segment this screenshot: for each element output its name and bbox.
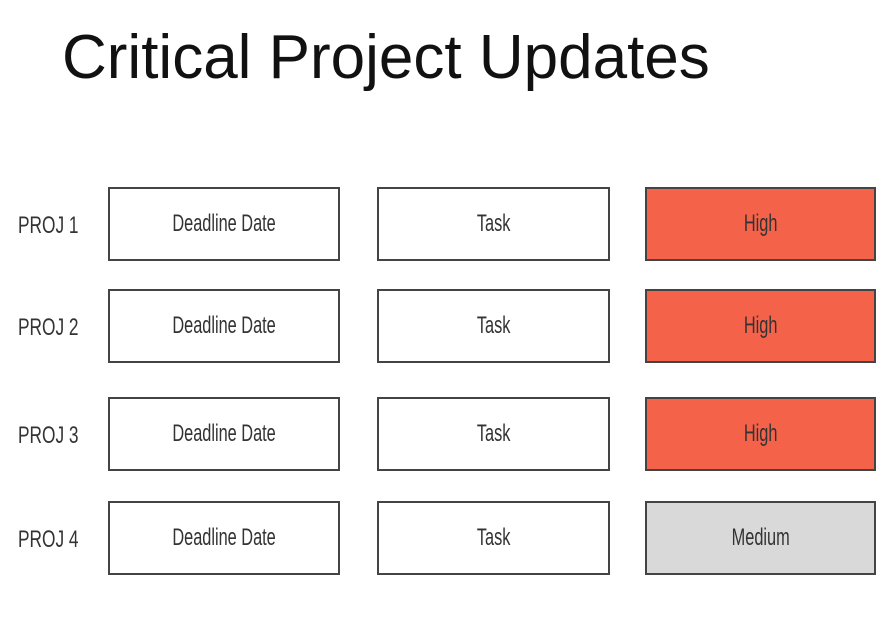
priority-cell: High xyxy=(645,289,876,363)
task-text: Task xyxy=(476,312,511,339)
priority-text: High xyxy=(743,312,778,339)
project-label: PROJ 2 xyxy=(18,314,79,341)
priority-text: Medium xyxy=(731,524,790,551)
page-title: Critical Project Updates xyxy=(62,23,710,92)
deadline-date-text: Deadline Date xyxy=(172,312,276,339)
deadline-date-text: Deadline Date xyxy=(172,210,276,237)
priority-cell: High xyxy=(645,397,876,471)
task-cell: Task xyxy=(377,289,610,363)
deadline-date-cell: Deadline Date xyxy=(108,289,340,363)
task-text: Task xyxy=(476,210,511,237)
deadline-date-cell: Deadline Date xyxy=(108,397,340,471)
task-text: Task xyxy=(476,524,511,551)
priority-text: High xyxy=(743,210,778,237)
deadline-date-text: Deadline Date xyxy=(172,420,276,447)
project-row: PROJ 2 Deadline Date Task High xyxy=(0,289,892,367)
task-cell: Task xyxy=(377,501,610,575)
project-label: PROJ 3 xyxy=(18,422,79,449)
priority-text: High xyxy=(743,420,778,447)
project-row: PROJ 1 Deadline Date Task High xyxy=(0,187,892,265)
project-row: PROJ 4 Deadline Date Task Medium xyxy=(0,501,892,579)
deadline-date-text: Deadline Date xyxy=(172,524,276,551)
task-cell: Task xyxy=(377,397,610,471)
project-row: PROJ 3 Deadline Date Task High xyxy=(0,397,892,475)
priority-cell: Medium xyxy=(645,501,876,575)
task-cell: Task xyxy=(377,187,610,261)
priority-cell: High xyxy=(645,187,876,261)
project-label: PROJ 1 xyxy=(18,212,79,239)
deadline-date-cell: Deadline Date xyxy=(108,187,340,261)
project-label: PROJ 4 xyxy=(18,526,79,553)
task-text: Task xyxy=(476,420,511,447)
deadline-date-cell: Deadline Date xyxy=(108,501,340,575)
